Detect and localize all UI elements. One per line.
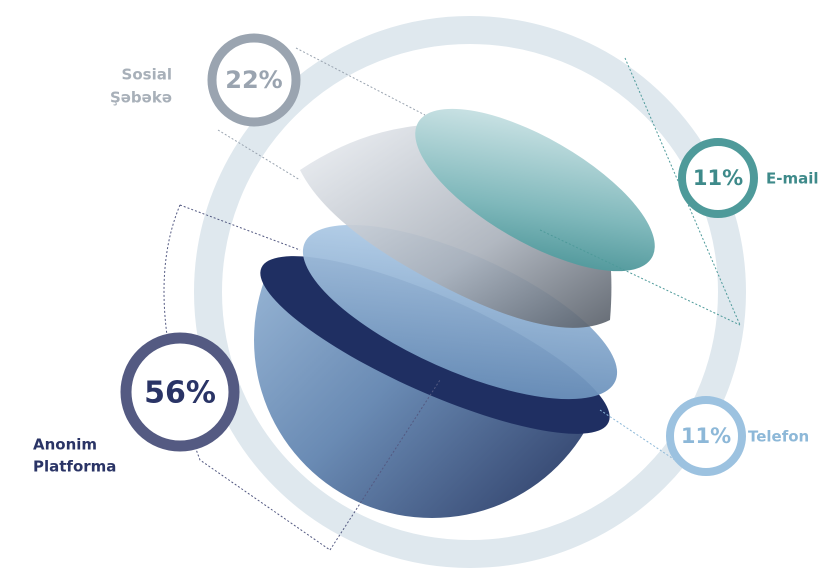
label: E-mail — [766, 170, 819, 188]
badge-ring — [207, 33, 301, 127]
label: Anonim — [33, 436, 97, 454]
badge-ring — [120, 332, 240, 452]
badge-ring — [666, 396, 746, 476]
top-cap — [415, 108, 655, 272]
label: Sosial — [122, 66, 172, 84]
percent: 22% — [225, 66, 282, 94]
middle-slice — [302, 224, 618, 400]
percent: 56% — [144, 376, 216, 411]
percent: 11% — [681, 424, 731, 448]
outer-ring — [194, 16, 746, 568]
sphere — [254, 108, 655, 518]
label: Platforma — [33, 458, 116, 476]
percent: 11% — [693, 166, 743, 190]
label: Telefon — [748, 428, 809, 446]
label: Şəbəkə — [110, 89, 172, 107]
badge-ring — [678, 138, 758, 218]
